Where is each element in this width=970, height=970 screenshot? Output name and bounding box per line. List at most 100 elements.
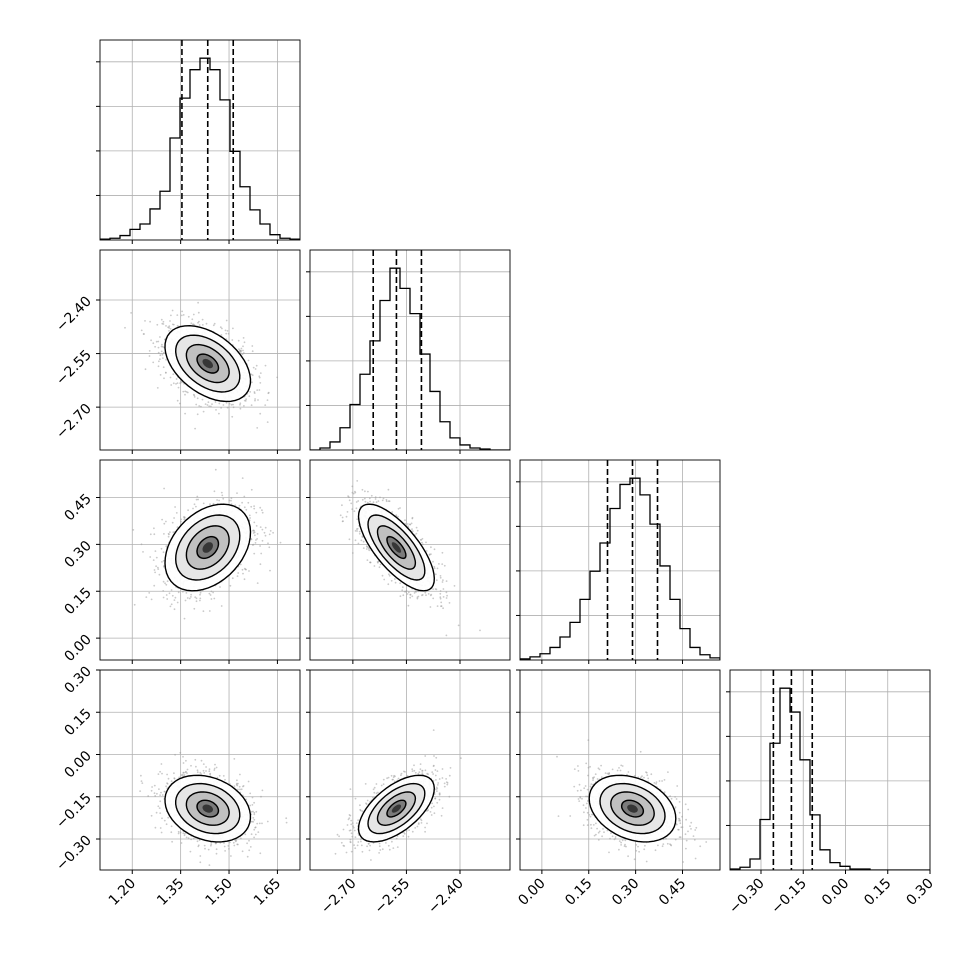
scatter-point [276,376,279,379]
scatter-point [407,604,410,607]
scatter-point [361,536,364,538]
scatter-point [197,844,200,847]
scatter-point [165,358,168,361]
scatter-point [259,506,262,509]
scatter-point [140,543,143,546]
scatter-point [231,577,234,580]
scatter-point [155,565,158,568]
scatter-point [251,796,254,799]
scatter-point [158,573,161,576]
scatter-point [161,353,164,356]
scatter-point [142,333,145,335]
scatter-point [190,596,192,598]
scatter-point [220,605,223,607]
scatter-point [171,840,174,843]
scatter-point [435,579,438,582]
scatter-point [198,324,201,326]
scatter-point [397,515,399,518]
contour-line [357,503,436,592]
scatter-point [381,574,384,577]
histogram-series-0 [100,57,300,240]
scatter-point [133,603,136,606]
scatter-point [259,382,262,384]
scatter-point [240,347,243,350]
scatter-point [438,563,440,565]
scatter-point [248,395,251,398]
scatter-point [373,565,376,567]
scatter-point [173,517,176,519]
scatter-point [252,543,255,546]
scatter-point [237,782,239,785]
scatter-point [348,499,351,502]
scatter-point [266,399,269,401]
scatter-point [169,605,172,608]
scatter-point [425,550,428,552]
scatter-point [362,540,365,543]
scatter-point [162,565,165,568]
scatter-point [363,497,366,500]
scatter-point [254,398,256,400]
scatter-point [162,323,165,325]
scatter-point [144,368,147,371]
scatter-point [249,846,252,848]
scatter-point [213,322,216,325]
scatter-point [171,521,174,524]
scatter-point [254,542,257,544]
scatter-point [215,842,218,845]
scatter-point [213,490,216,493]
panel-frame [99,459,301,661]
scatter-point [237,339,240,342]
scatter-point [221,494,224,497]
scatter-point [368,497,371,500]
scatter-point [411,528,413,530]
scatter-point [219,586,221,588]
scatter-point [243,405,245,407]
scatter-point [190,838,193,841]
scatter-point [237,572,240,574]
scatter-point [243,341,246,344]
scatter-point [446,594,448,597]
scatter-point [157,566,159,569]
scatter-point [251,804,254,806]
scatter-point [246,855,249,858]
scatter-point [264,526,267,529]
scatter-point [205,766,208,768]
scatter-point [218,412,220,415]
scatter-point [203,772,206,774]
scatter-point [255,525,258,527]
scatter-point [377,500,380,502]
scatter-point [242,337,245,339]
scatter-point [439,596,442,599]
scatter-point [148,350,151,352]
scatter-point [428,553,431,556]
scatter-point [261,509,263,512]
scatter-point [421,537,424,540]
scatter-point [184,771,187,774]
scatter-point [196,413,199,416]
scatter-point [341,504,343,507]
scatter-point [256,533,259,535]
scatter-point [239,407,242,410]
scatter-point [390,579,393,582]
scatter-point [243,399,246,402]
scatter-point [208,864,211,866]
scatter-point [180,520,182,523]
scatter-point [224,329,227,332]
scatter-point [197,498,200,501]
scatter-point [124,326,126,329]
scatter-point [254,833,257,836]
scatter-point [167,535,170,538]
scatter-point [158,360,160,363]
scatter-point [176,601,179,604]
scatter-point [228,402,231,405]
panel-frame [729,669,931,871]
scatter-point [193,396,196,398]
scatter-point [250,404,253,407]
scatter-point [172,373,175,376]
scatter-point [433,565,436,568]
scatter-point [209,503,211,506]
scatter-point [157,351,160,354]
scatter-point [169,320,171,322]
scatter-point [356,530,358,532]
scatter-point [140,780,143,782]
